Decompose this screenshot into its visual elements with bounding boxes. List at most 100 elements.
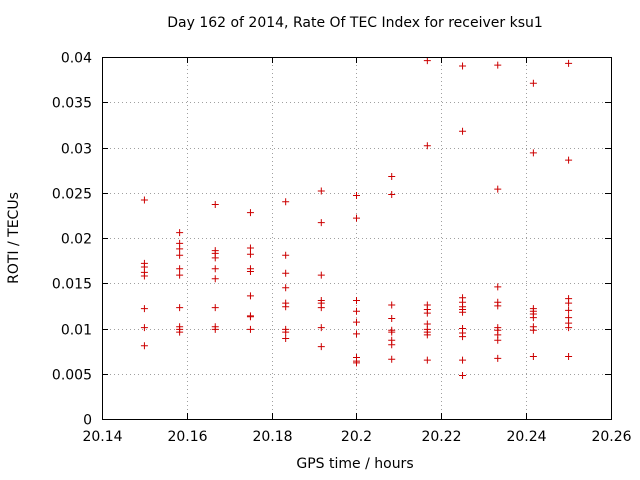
data-point: [246, 244, 254, 252]
data-point: [317, 304, 325, 312]
data-point: [140, 272, 148, 280]
tick-labels: 20.14 20.16 20.18 20.2 20.22 20.24 20.26 0 0.005…: [52, 51, 632, 446]
x-axis-label: GPS time / hours: [296, 456, 414, 472]
data-point: [353, 359, 360, 367]
data-point: [353, 330, 360, 338]
data-point: [353, 318, 360, 326]
data-point: [282, 303, 290, 311]
data-point: [317, 219, 325, 227]
data-point: [176, 229, 184, 237]
data-point: [388, 328, 396, 336]
data-point: [494, 185, 502, 193]
x-tick-label: 20.22: [421, 429, 461, 445]
x-tick-label: 20.24: [506, 429, 546, 445]
data-point: [388, 341, 396, 349]
data-point: [529, 353, 537, 361]
data-point: [565, 324, 573, 332]
data-point: [459, 308, 467, 316]
data-point: [494, 283, 502, 291]
data-point: [282, 198, 290, 206]
data-point: [282, 284, 290, 292]
data-point: [282, 328, 290, 336]
data-point: [494, 336, 502, 344]
data-point: [176, 271, 184, 279]
data-point: [211, 254, 219, 262]
data-point: [317, 187, 325, 195]
y-tick-label: 0: [83, 413, 92, 429]
data-point: [388, 191, 396, 199]
data-point: [388, 172, 396, 180]
data-point: [459, 333, 467, 341]
data-point: [211, 201, 219, 209]
data-point: [211, 304, 219, 312]
data-point: [246, 250, 254, 258]
data-point: [423, 331, 431, 339]
data-point: [529, 314, 537, 322]
data-point: [246, 267, 254, 275]
data-point: [459, 356, 467, 364]
data-point: [388, 301, 396, 309]
y-tick-label: 0.035: [52, 96, 92, 112]
data-point: [211, 275, 219, 283]
y-tick-label: 0.025: [52, 187, 92, 203]
data-point: [459, 62, 467, 70]
data-point: [246, 209, 254, 217]
data-point: [494, 354, 502, 362]
y-tick-label: 0.015: [52, 277, 92, 293]
data-point: [282, 334, 290, 342]
data-points: [140, 57, 573, 380]
data-point: [459, 372, 467, 380]
data-point: [565, 299, 573, 307]
data-point: [246, 292, 254, 300]
data-point: [176, 265, 184, 273]
data-point: [176, 304, 184, 312]
data-point: [211, 325, 219, 333]
x-tick-label: 20.26: [591, 429, 631, 445]
data-point: [353, 191, 360, 199]
y-tick-label: 0.04: [61, 51, 92, 67]
data-point: [529, 149, 537, 157]
data-point: [494, 302, 502, 310]
y-tick-label: 0.03: [61, 142, 92, 158]
data-point: [565, 59, 573, 67]
data-point: [317, 271, 325, 279]
y-tick-label: 0.005: [52, 368, 92, 384]
data-point: [176, 251, 184, 259]
data-point: [423, 57, 431, 65]
data-point: [353, 307, 360, 315]
x-tick-label: 20.18: [252, 429, 292, 445]
data-point: [529, 326, 537, 334]
data-point: [353, 214, 360, 222]
grid: [102, 57, 611, 419]
y-tick-label: 0.02: [61, 232, 92, 248]
plot-frame: [102, 57, 612, 420]
data-point: [317, 343, 325, 351]
data-point: [176, 245, 184, 253]
data-point: [423, 309, 431, 317]
data-point: [565, 156, 573, 164]
data-point: [423, 142, 431, 150]
data-point: [246, 325, 254, 333]
data-point: [459, 127, 467, 135]
chart-title: Day 162 of 2014, Rate Of TEC Index for r…: [167, 15, 543, 31]
data-point: [565, 306, 573, 314]
data-point: [494, 61, 502, 69]
data-point: [282, 269, 290, 277]
data-point: [565, 353, 573, 361]
data-point: [140, 196, 148, 204]
data-point: [353, 296, 360, 304]
data-point: [246, 313, 254, 321]
data-point: [140, 342, 148, 350]
y-tick-label: 0.01: [61, 323, 92, 339]
data-point: [140, 324, 148, 332]
data-point: [140, 305, 148, 313]
data-point: [282, 251, 290, 259]
x-tick-label: 20.14: [82, 429, 122, 445]
data-point: [176, 328, 184, 336]
data-point: [529, 79, 537, 87]
data-point: [388, 315, 396, 323]
data-point: [388, 355, 396, 363]
x-tick-label: 20.16: [167, 429, 207, 445]
